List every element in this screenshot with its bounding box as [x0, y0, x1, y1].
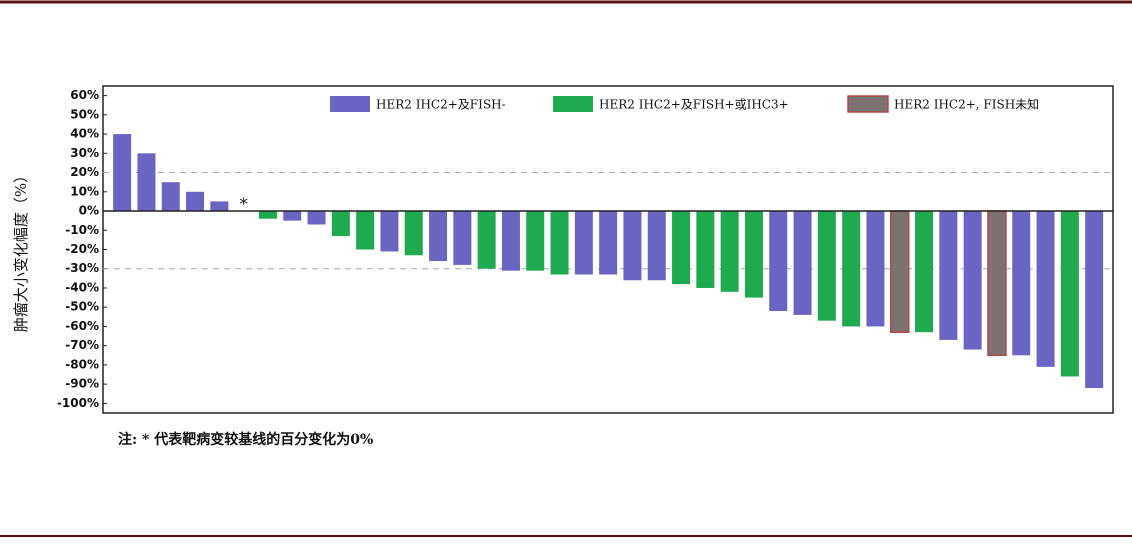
bar — [696, 211, 715, 288]
bar — [501, 211, 520, 271]
bar — [186, 191, 205, 212]
y-tick-label: -100% — [57, 396, 99, 410]
bar — [210, 201, 229, 212]
y-tick-label: 0% — [79, 204, 99, 218]
y-tick-label: 10% — [70, 184, 99, 198]
y-tick-label: -30% — [65, 261, 99, 275]
bar — [161, 182, 180, 212]
bar — [137, 153, 156, 212]
note: 注: * 代表靶病变较基线的百分变化为0% — [118, 431, 373, 448]
bar — [526, 211, 545, 271]
y-tick-label: -80% — [65, 357, 99, 371]
bar — [429, 211, 448, 262]
y-tick-label: 30% — [70, 146, 99, 160]
bar — [866, 211, 885, 327]
bar — [331, 211, 350, 237]
y-tick-label: -20% — [65, 242, 99, 256]
legend-label: HER2 IHC2+及FISH- — [376, 98, 506, 112]
bar — [842, 211, 861, 327]
y-tick-label: -60% — [65, 319, 99, 333]
y-tick-label: -50% — [65, 300, 99, 314]
y-tick-label: 50% — [70, 107, 99, 121]
value-label: * — [240, 195, 248, 214]
bar — [890, 210, 910, 333]
bar — [647, 211, 666, 281]
bar — [623, 211, 642, 281]
bar — [550, 211, 569, 275]
y-tick-label: -10% — [65, 223, 99, 237]
bar — [283, 211, 302, 221]
legend-swatch — [330, 96, 370, 112]
bar — [1060, 211, 1079, 377]
legend-swatch — [847, 95, 889, 113]
bar — [672, 211, 691, 285]
bar — [720, 211, 739, 292]
bar — [453, 211, 472, 265]
bar — [1036, 211, 1055, 367]
y-tick-label: 20% — [70, 165, 99, 179]
y-tick-label: -70% — [65, 338, 99, 352]
legend-swatch — [553, 96, 593, 112]
bar — [356, 211, 375, 250]
bar — [987, 210, 1007, 357]
y-tick-label: 40% — [70, 127, 99, 141]
legend-label: HER2 IHC2+, FISH未知 — [894, 98, 1039, 112]
bar — [477, 211, 496, 269]
bar — [744, 211, 763, 298]
bar — [113, 134, 132, 212]
bar — [939, 211, 958, 340]
y-tick-label: 60% — [70, 88, 99, 102]
bar — [574, 211, 593, 275]
legend-label: HER2 IHC2+及FISH+或IHC3+ — [599, 98, 789, 112]
y-tick-label: -90% — [65, 377, 99, 391]
bar — [599, 211, 618, 275]
bar — [793, 211, 812, 315]
bar — [915, 211, 934, 333]
bar — [258, 211, 277, 219]
bar — [404, 211, 423, 256]
bar — [1085, 211, 1104, 388]
bar — [307, 211, 326, 225]
bar — [817, 211, 836, 321]
bar — [963, 211, 982, 350]
bar — [1012, 211, 1031, 356]
y-axis-label: 肿瘤大小变化幅度（%） — [12, 168, 30, 332]
y-tick-label: -40% — [65, 280, 99, 294]
bar — [769, 211, 788, 312]
bar — [380, 211, 399, 252]
